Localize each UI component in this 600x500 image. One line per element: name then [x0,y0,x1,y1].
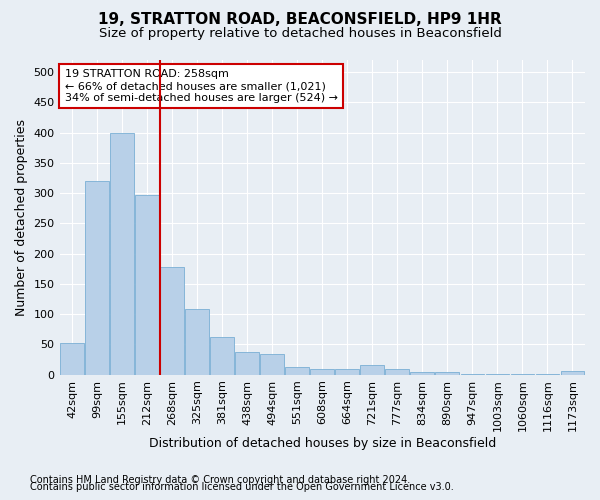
Bar [260,354,284,374]
Bar [436,372,459,374]
Text: 19 STRATTON ROAD: 258sqm
← 66% of detached houses are smaller (1,021)
34% of sem: 19 STRATTON ROAD: 258sqm ← 66% of detach… [65,70,338,102]
Bar [310,368,334,374]
Bar [560,371,584,374]
Bar [85,181,109,374]
Bar [410,372,434,374]
Bar [235,352,259,374]
Y-axis label: Number of detached properties: Number of detached properties [15,119,28,316]
Bar [335,368,359,374]
Bar [286,368,309,374]
Text: 19, STRATTON ROAD, BEACONSFIELD, HP9 1HR: 19, STRATTON ROAD, BEACONSFIELD, HP9 1HR [98,12,502,28]
Bar [135,195,159,374]
X-axis label: Distribution of detached houses by size in Beaconsfield: Distribution of detached houses by size … [149,437,496,450]
Bar [385,368,409,374]
Bar [185,310,209,374]
Bar [160,267,184,374]
Text: Contains HM Land Registry data © Crown copyright and database right 2024.: Contains HM Land Registry data © Crown c… [30,475,410,485]
Text: Size of property relative to detached houses in Beaconsfield: Size of property relative to detached ho… [98,28,502,40]
Bar [60,342,84,374]
Bar [361,365,384,374]
Bar [210,336,234,374]
Text: Contains public sector information licensed under the Open Government Licence v3: Contains public sector information licen… [30,482,454,492]
Bar [110,132,134,374]
